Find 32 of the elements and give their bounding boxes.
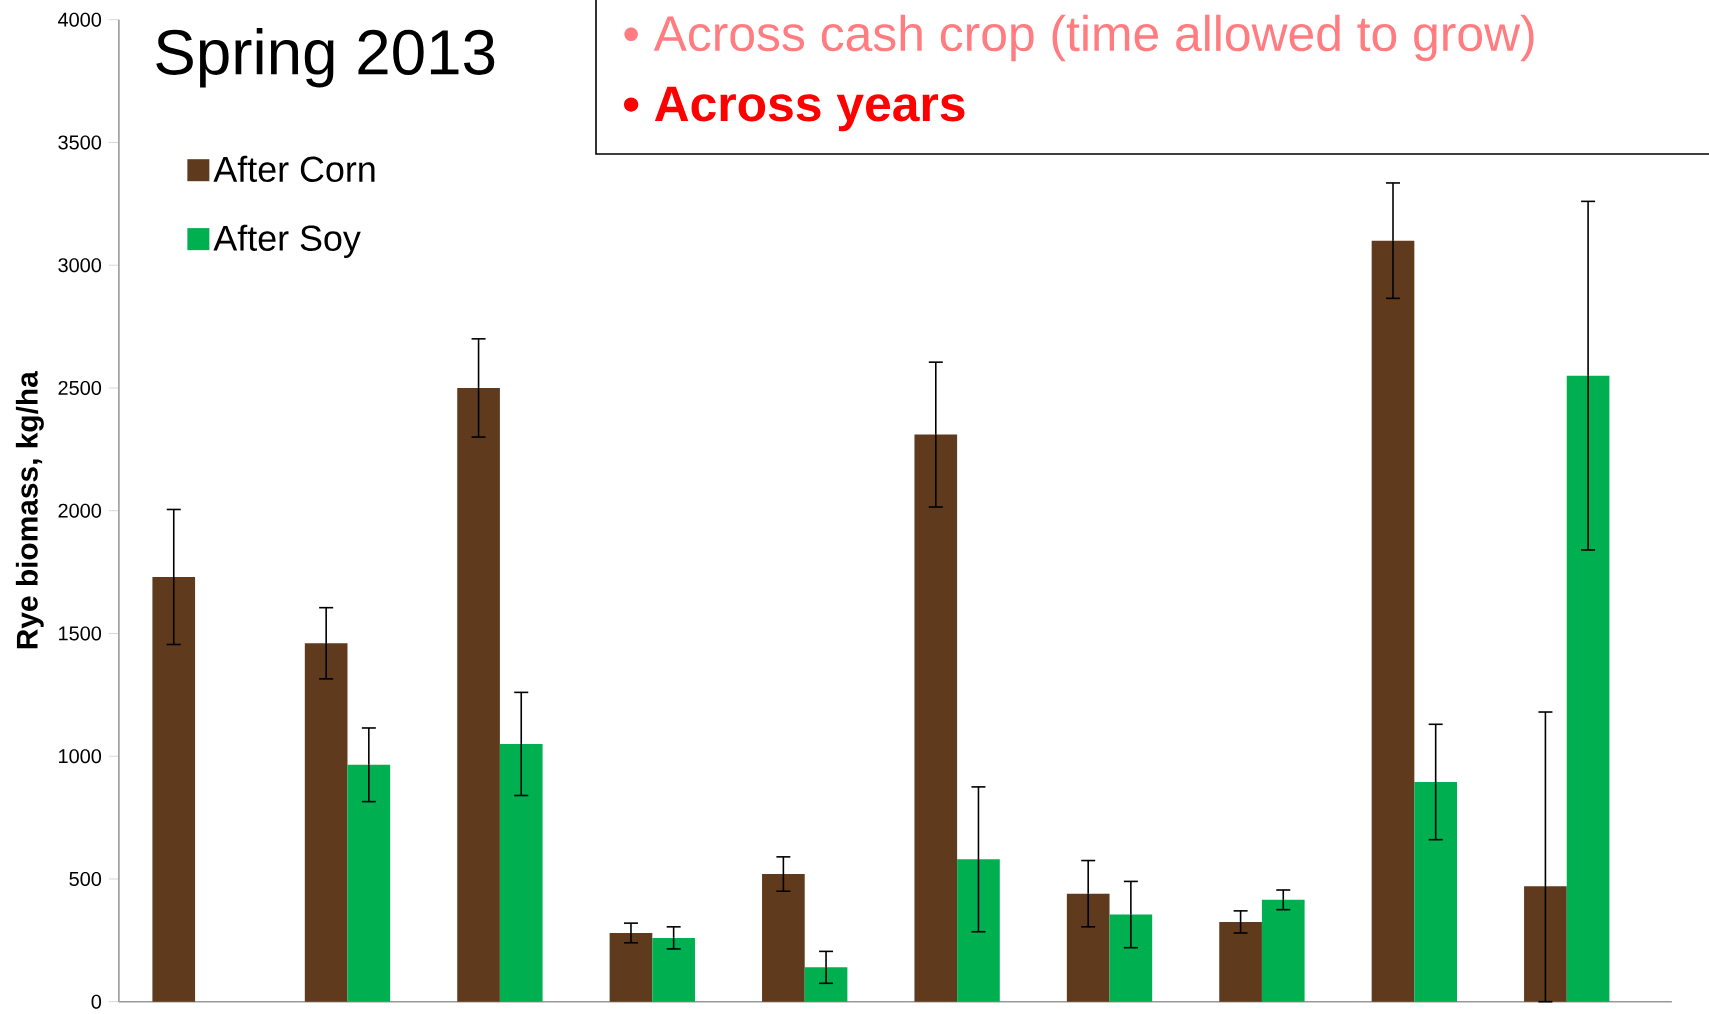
bar [762,874,805,1002]
bar [1414,781,1458,1002]
bar [652,937,695,1002]
bar [347,764,391,1002]
bar [1261,899,1305,1002]
bar [152,576,196,1002]
bar [1566,375,1610,1002]
bar [499,743,543,1002]
y-tick-label: 3000 [58,258,102,273]
annotation: • Across cash crop (time allowed to grow) [624,14,1534,62]
bar [914,434,958,1002]
legend-label: After Corn [213,155,375,183]
chart-title: Spring 2013 [156,28,495,88]
y-tick-label: 0 [91,994,102,1009]
bar [304,643,348,1002]
bar [1066,893,1110,1002]
y-tick-label: 1000 [59,749,102,764]
y-tick-label: 2000 [58,503,102,518]
y-tick-label: 500 [69,871,102,887]
y-tick-label: 2500 [58,380,102,395]
bar [1109,914,1153,1002]
bar [609,932,653,1002]
bar [1219,921,1262,1002]
y-axis-title: Rye biomass, kg/ha [15,371,44,649]
bar [457,387,500,1002]
y-tick-label: 4000 [57,12,102,27]
y-tick-label: 3500 [58,135,102,150]
y-tick-label: 1500 [59,626,102,641]
bar [1371,240,1415,1002]
annotation: • Across years [624,86,965,132]
bar [804,967,848,1002]
legend-label: After Soy [213,224,361,259]
